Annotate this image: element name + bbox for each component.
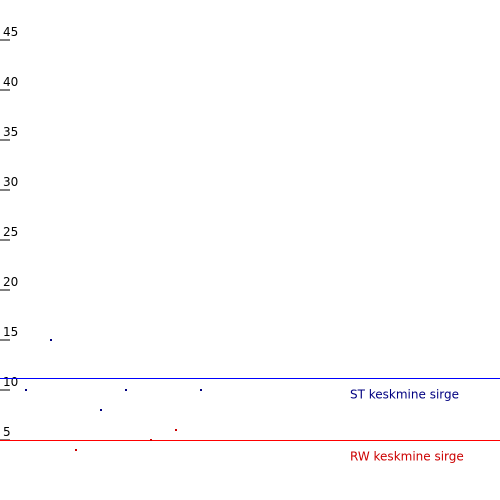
- y-tick-label: 20: [3, 275, 18, 289]
- reference-line-label: ST keskmine sirge: [350, 388, 459, 402]
- y-tick-label: 45: [3, 25, 18, 39]
- y-tick-label: 35: [3, 125, 18, 139]
- data-point: [125, 389, 127, 391]
- y-tick-label: 30: [3, 175, 18, 189]
- y-tick-label: 5: [3, 425, 11, 439]
- data-point: [100, 409, 102, 411]
- data-point: [25, 389, 27, 391]
- data-point: [200, 389, 202, 391]
- data-point: [75, 449, 77, 451]
- data-point: [175, 429, 177, 431]
- y-axis-ticks: 5 10 15 20 25 30 35 40 45: [0, 25, 18, 440]
- data-point: [150, 439, 152, 441]
- y-tick-label: 10: [3, 375, 18, 389]
- data-point: [50, 339, 52, 341]
- reference-line-label: RW keskmine sirge: [350, 450, 464, 464]
- data-points: [25, 339, 202, 451]
- y-tick-label: 25: [3, 225, 18, 239]
- y-tick-label: 15: [3, 325, 18, 339]
- y-tick-label: 40: [3, 75, 18, 89]
